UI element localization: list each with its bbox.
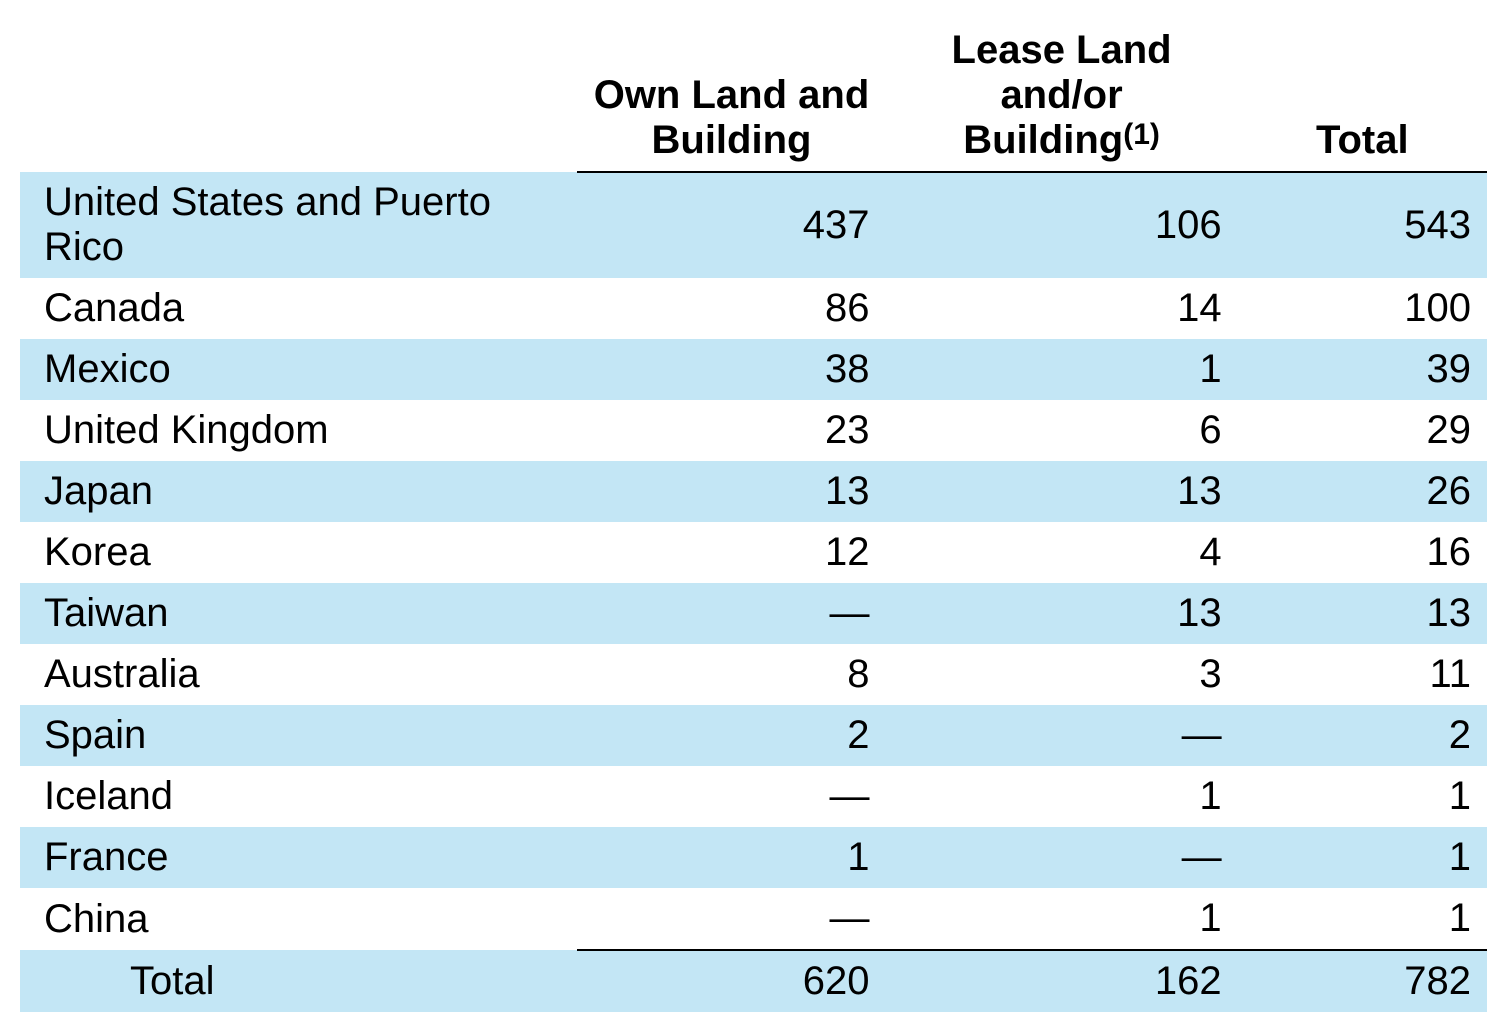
total-row: Total620162782 [20,950,1487,1012]
cell-country: United Kingdom [20,400,577,461]
header-total: Total [1238,20,1487,172]
cell-own: — [577,888,885,950]
cell-country: United States and Puerto Rico [20,172,577,278]
header-row: Own Land and Building Lease Land and/or … [20,20,1487,172]
header-lease-footnote: (1) [1123,118,1160,151]
cell-lease: 3 [886,644,1238,705]
cell-country: Spain [20,705,577,766]
header-own: Own Land and Building [577,20,885,172]
header-country [20,20,577,172]
cell-country: Korea [20,522,577,583]
cell-lease: 1 [886,339,1238,400]
table-row: Japan131326 [20,461,1487,522]
table-row: China—11 [20,888,1487,950]
cell-country: Mexico [20,339,577,400]
cell-own: 38 [577,339,885,400]
cell-own: 2 [577,705,885,766]
table-row: Mexico38139 [20,339,1487,400]
header-total-label: Total [1316,118,1409,162]
table-row: Korea12416 [20,522,1487,583]
table-row: United States and Puerto Rico437106543 [20,172,1487,278]
cell-total: 2 [1238,705,1487,766]
table-row: Iceland—11 [20,766,1487,827]
cell-lease: 106 [886,172,1238,278]
cell-own: 12 [577,522,885,583]
header-own-label: Own Land and Building [594,73,870,162]
total-lease: 162 [886,950,1238,1012]
cell-own: 1 [577,827,885,888]
cell-total: 100 [1238,278,1487,339]
cell-total: 543 [1238,172,1487,278]
table-row: Canada8614100 [20,278,1487,339]
cell-own: — [577,766,885,827]
cell-country: Canada [20,278,577,339]
cell-lease: 1 [886,888,1238,950]
header-lease: Lease Land and/or Building(1) [886,20,1238,172]
cell-total: 16 [1238,522,1487,583]
cell-total: 1 [1238,888,1487,950]
cell-total: 1 [1238,766,1487,827]
table-row: France1—1 [20,827,1487,888]
table-row: Spain2—2 [20,705,1487,766]
cell-own: 8 [577,644,885,705]
table-row: Australia8311 [20,644,1487,705]
cell-lease: 13 [886,461,1238,522]
table-row: United Kingdom23629 [20,400,1487,461]
cell-country: Taiwan [20,583,577,644]
cell-own: 437 [577,172,885,278]
cell-lease: — [886,827,1238,888]
cell-country: France [20,827,577,888]
table-header: Own Land and Building Lease Land and/or … [20,20,1487,172]
cell-lease: 1 [886,766,1238,827]
cell-country: Japan [20,461,577,522]
cell-total: 11 [1238,644,1487,705]
table-row: Taiwan—1313 [20,583,1487,644]
cell-lease: 4 [886,522,1238,583]
total-total: 782 [1238,950,1487,1012]
cell-lease: 6 [886,400,1238,461]
cell-lease: 13 [886,583,1238,644]
total-own: 620 [577,950,885,1012]
cell-own: 23 [577,400,885,461]
total-label: Total [20,950,577,1012]
cell-country: China [20,888,577,950]
cell-own: 13 [577,461,885,522]
cell-own: 86 [577,278,885,339]
table-body: United States and Puerto Rico437106543Ca… [20,172,1487,1012]
data-table: Own Land and Building Lease Land and/or … [20,20,1487,1012]
cell-total: 1 [1238,827,1487,888]
cell-total: 26 [1238,461,1487,522]
cell-lease: 14 [886,278,1238,339]
cell-own: — [577,583,885,644]
property-ownership-table: Own Land and Building Lease Land and/or … [20,20,1487,1012]
cell-country: Iceland [20,766,577,827]
cell-lease: — [886,705,1238,766]
cell-total: 29 [1238,400,1487,461]
cell-total: 13 [1238,583,1487,644]
cell-total: 39 [1238,339,1487,400]
cell-country: Australia [20,644,577,705]
